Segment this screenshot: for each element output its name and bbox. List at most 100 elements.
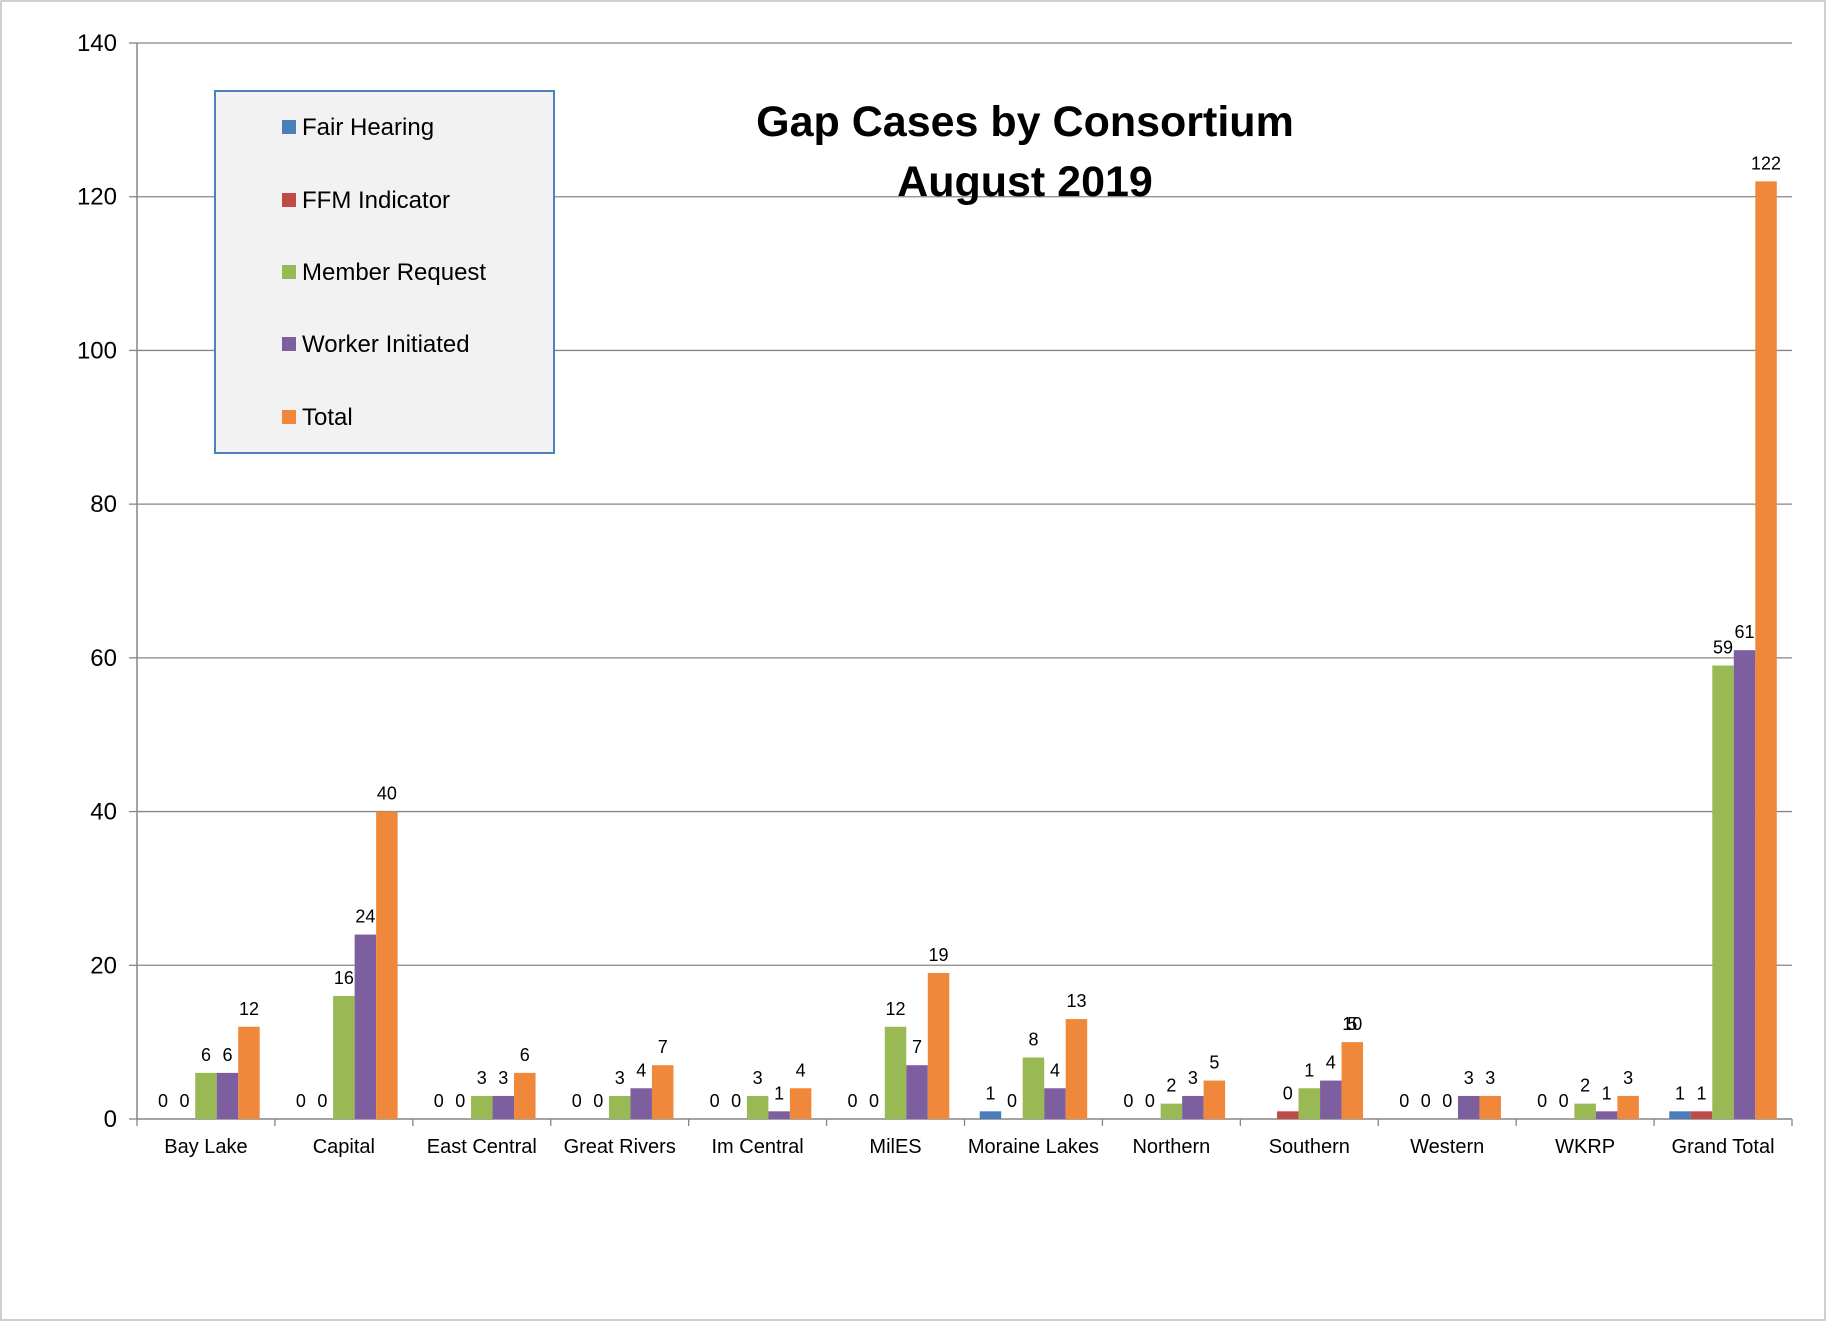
data-label-fair-hearing-northern: 0 — [1123, 1091, 1133, 1111]
bar-member-request-northern — [1160, 1103, 1183, 1119]
data-label-ffm-indicator-wkrp: 0 — [1559, 1091, 1569, 1111]
legend-box — [214, 90, 555, 454]
legend-label-total: Total — [302, 404, 353, 431]
data-label-total-grand-total: 122 — [1751, 153, 1781, 173]
bar-worker-initiated-moraine-lakes — [1044, 1088, 1066, 1119]
bar-member-request-great-rivers — [608, 1095, 631, 1119]
data-label-fair-hearing-grand-total: 1 — [1675, 1083, 1685, 1103]
data-label-worker-initiated-east-central: 3 — [498, 1068, 508, 1088]
bar-member-request-moraine-lakes — [1022, 1057, 1045, 1119]
y-tick-label-60: 60 — [90, 645, 117, 672]
data-label-ffm-indicator-im-central: 0 — [731, 1091, 741, 1111]
data-label-fair-hearing-wkrp: 0 — [1537, 1091, 1547, 1111]
x-tick-label-im-central: Im Central — [712, 1136, 804, 1158]
bar-total-northern — [1203, 1080, 1226, 1119]
bar-total-miles — [927, 972, 950, 1119]
data-label-worker-initiated-western: 3 — [1464, 1068, 1474, 1088]
data-label-member-request-southern: 1 — [1304, 1060, 1314, 1080]
data-label-extra-southern: 10 — [1342, 1014, 1362, 1034]
bar-total-bay-lake — [238, 1026, 260, 1119]
data-label-ffm-indicator-western: 0 — [1421, 1091, 1431, 1111]
bar-total-grand-total — [1755, 181, 1777, 1120]
data-label-ffm-indicator-bay-lake: 0 — [179, 1091, 189, 1111]
x-tick-label-capital: Capital — [313, 1136, 375, 1158]
data-label-fair-hearing-bay-lake: 0 — [158, 1091, 168, 1111]
data-label-member-request-capital: 16 — [334, 968, 354, 988]
bar-member-request-bay-lake — [195, 1072, 217, 1119]
data-label-total-great-rivers: 7 — [658, 1037, 668, 1057]
bar-total-moraine-lakes — [1065, 1019, 1088, 1119]
x-tick-label-grand-total: Grand Total — [1672, 1136, 1775, 1158]
bar-fair-hearing-moraine-lakes — [979, 1111, 1002, 1119]
legend-label-fair-hearing: Fair Hearing — [302, 114, 434, 141]
y-tick-label-80: 80 — [90, 491, 117, 518]
bar-total-western — [1479, 1095, 1501, 1119]
data-label-fair-hearing-great-rivers: 0 — [572, 1091, 582, 1111]
chart-title: Gap Cases by Consortium — [756, 98, 1294, 146]
bar-member-request-im-central — [746, 1095, 769, 1119]
data-label-total-east-central: 6 — [520, 1045, 530, 1065]
legend-swatch-ffm-indicator — [282, 193, 296, 207]
bar-worker-initiated-capital — [354, 934, 377, 1119]
data-label-member-request-im-central: 3 — [753, 1068, 763, 1088]
data-label-total-miles: 19 — [929, 945, 949, 965]
data-label-ffm-indicator-east-central: 0 — [455, 1091, 465, 1111]
y-tick-label-120: 120 — [77, 184, 117, 211]
data-label-worker-initiated-great-rivers: 4 — [636, 1060, 646, 1080]
data-label-total-bay-lake: 12 — [239, 999, 259, 1019]
x-tick-label-moraine-lakes: Moraine Lakes — [968, 1136, 1099, 1158]
data-label-member-request-moraine-lakes: 8 — [1028, 1030, 1038, 1050]
x-tick-label-western: Western — [1410, 1136, 1484, 1158]
legend-label-ffm-indicator: FFM Indicator — [302, 187, 450, 214]
bar-worker-initiated-northern — [1182, 1095, 1204, 1119]
data-label-worker-initiated-moraine-lakes: 4 — [1050, 1060, 1060, 1080]
bar-ffm-indicator-southern — [1277, 1111, 1299, 1119]
bar-total-im-central — [789, 1088, 812, 1119]
data-label-fair-hearing-moraine-lakes: 1 — [985, 1083, 995, 1103]
data-label-total-wkrp: 3 — [1623, 1068, 1633, 1088]
y-tick-label-100: 100 — [77, 337, 117, 364]
data-label-fair-hearing-capital: 0 — [296, 1091, 306, 1111]
y-tick-label-140: 140 — [77, 30, 117, 57]
bar-worker-initiated-east-central — [492, 1095, 515, 1119]
bar-member-request-miles — [884, 1026, 907, 1119]
legend-label-member-request: Member Request — [302, 259, 486, 286]
data-label-member-request-miles: 12 — [886, 999, 906, 1019]
x-tick-label-bay-lake: Bay Lake — [164, 1136, 247, 1158]
bar-worker-initiated-wkrp — [1595, 1111, 1618, 1119]
bar-total-wkrp — [1617, 1095, 1639, 1119]
bar-worker-initiated-miles — [906, 1065, 928, 1119]
data-label-fair-hearing-western: 0 — [1399, 1091, 1409, 1111]
data-label-member-request-bay-lake: 6 — [201, 1045, 211, 1065]
bar-worker-initiated-southern — [1320, 1080, 1342, 1119]
data-label-total-southern: 5 — [1347, 1014, 1357, 1034]
data-label-ffm-indicator-capital: 0 — [317, 1091, 327, 1111]
data-label-member-request-great-rivers: 3 — [615, 1068, 625, 1088]
bar-worker-initiated-im-central — [768, 1111, 790, 1119]
bar-total-great-rivers — [651, 1065, 674, 1119]
bar-member-request-grand-total — [1712, 665, 1734, 1119]
data-label-member-request-western: 0 — [1442, 1091, 1452, 1111]
bar-member-request-southern — [1298, 1088, 1321, 1119]
data-label-fair-hearing-east-central: 0 — [434, 1091, 444, 1111]
legend-swatch-worker-initiated — [282, 337, 296, 351]
data-label-fair-hearing-miles: 0 — [848, 1091, 858, 1111]
data-label-worker-initiated-southern: 4 — [1326, 1053, 1336, 1073]
data-label-ffm-indicator-great-rivers: 0 — [593, 1091, 603, 1111]
bars — [195, 181, 1777, 1120]
data-label-worker-initiated-miles: 7 — [912, 1037, 922, 1057]
legend-swatch-fair-hearing — [282, 120, 296, 134]
data-label-ffm-indicator-miles: 0 — [869, 1091, 879, 1111]
data-label-ffm-indicator-northern: 0 — [1145, 1091, 1155, 1111]
data-label-total-im-central: 4 — [796, 1060, 806, 1080]
bar-fair-hearing-grand-total — [1669, 1111, 1691, 1119]
data-label-worker-initiated-wkrp: 1 — [1602, 1083, 1612, 1103]
x-tick-label-wkrp: WKRP — [1555, 1136, 1615, 1158]
x-tick-label-miles: MilES — [869, 1136, 921, 1158]
bar-total-capital — [376, 811, 398, 1119]
data-label-total-moraine-lakes: 13 — [1066, 991, 1086, 1011]
legend: Fair Hearing FFM Indicator Member Reques… — [214, 90, 555, 454]
